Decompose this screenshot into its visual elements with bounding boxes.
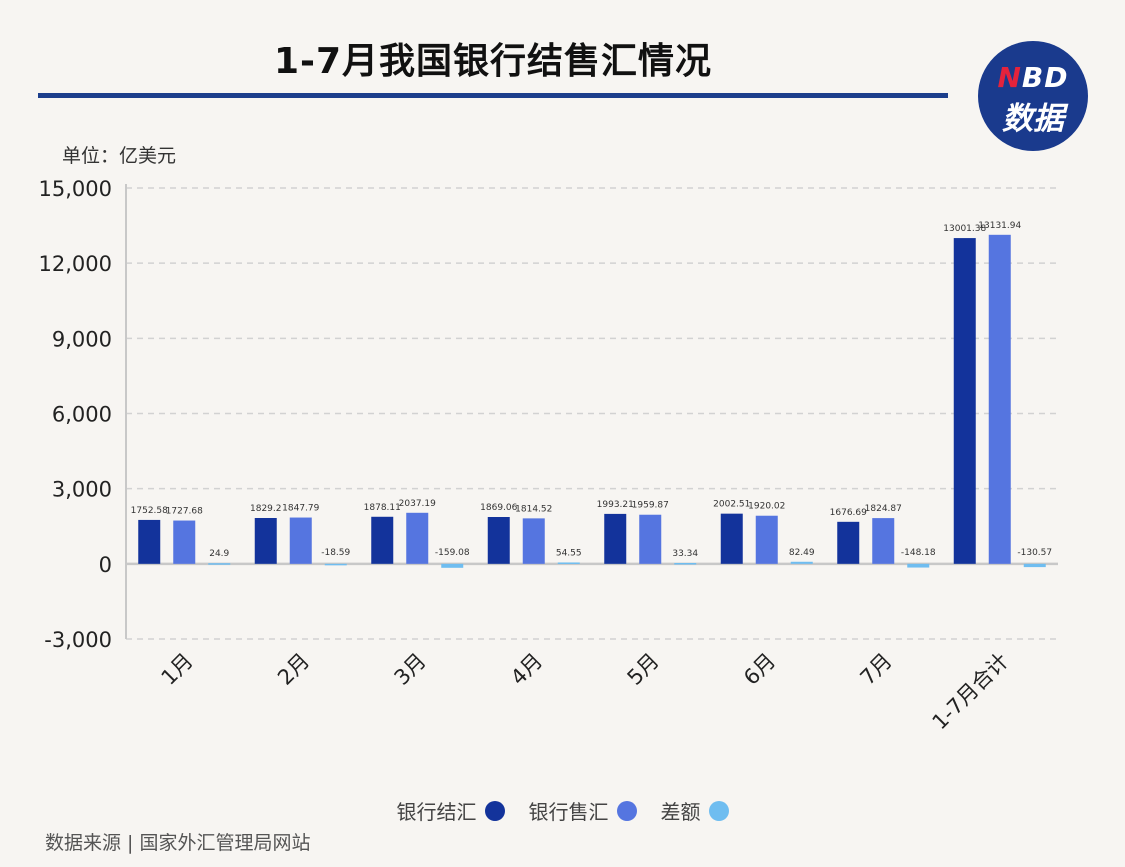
bar-series-3 — [208, 563, 231, 565]
data-label: 1727.68 — [166, 507, 203, 517]
x-tick-label: 3月 — [390, 649, 431, 690]
data-label: -18.59 — [321, 548, 350, 558]
bar-series-1 — [953, 238, 976, 564]
data-label: 1878.11 — [364, 503, 401, 513]
legend-item: 银行售汇 — [529, 796, 637, 825]
bar-series-2 — [406, 512, 429, 564]
logo-text-data: 数据 — [1002, 101, 1064, 137]
bar-series-2 — [522, 518, 545, 564]
legend-label: 银行结汇 — [396, 800, 477, 824]
legend-swatch — [616, 800, 637, 821]
data-label: 1993.21 — [597, 500, 634, 510]
data-label: 54.55 — [556, 548, 582, 558]
data-label: 2002.51 — [713, 500, 750, 510]
bar-series-2 — [173, 520, 196, 564]
data-label: 13001.38 — [943, 224, 986, 234]
x-tick-label: 5月 — [623, 649, 664, 690]
bar-series-1 — [371, 516, 394, 564]
y-tick-label: 15,000 — [39, 177, 112, 201]
x-tick-label: 1-7月合计 — [928, 649, 1014, 735]
source-note: 数据来源 | 国家外汇管理局网站 — [45, 832, 311, 854]
data-label: -148.18 — [901, 548, 936, 558]
logo-text-nbd: NBD — [997, 61, 1069, 94]
data-label: 82.49 — [789, 548, 815, 558]
bar-series-1 — [487, 517, 510, 564]
bar-series-1 — [604, 513, 627, 564]
bar-series-2 — [639, 514, 662, 564]
y-tick-label: 12,000 — [39, 252, 112, 276]
bar-series-1 — [837, 521, 860, 564]
x-tick-label: 1月 — [157, 649, 198, 690]
data-label: 1869.06 — [480, 503, 517, 513]
data-label: 1814.52 — [515, 504, 552, 514]
bar-series-3 — [674, 562, 697, 565]
data-label: 24.9 — [209, 549, 229, 559]
title-underline — [38, 93, 948, 98]
data-label: 1847.79 — [282, 504, 319, 514]
data-label: 1829.2 — [250, 504, 282, 514]
data-label: 1752.58 — [131, 506, 168, 516]
bar-series-2 — [872, 518, 895, 564]
legend-swatch — [708, 800, 729, 821]
unit-label: 单位：亿美元 — [62, 145, 177, 167]
y-tick-label: -3,000 — [44, 628, 112, 652]
data-label: 2037.19 — [399, 499, 436, 509]
data-label: -130.57 — [1017, 548, 1052, 558]
bar-series-2 — [988, 234, 1011, 564]
y-tick-label: 6,000 — [52, 403, 112, 427]
legend-item: 银行结汇 — [397, 796, 505, 825]
bar-series-3 — [441, 563, 464, 568]
legend-item: 差额 — [661, 796, 729, 825]
bar-series-3 — [790, 561, 813, 564]
x-tick-label: 2月 — [273, 649, 314, 690]
chart-title: 1-7月我国银行结售汇情况 — [273, 41, 713, 82]
legend-swatch — [484, 800, 505, 821]
bar-series-2 — [755, 515, 778, 564]
y-tick-label: 9,000 — [52, 327, 112, 351]
bar-series-3 — [1023, 563, 1046, 568]
x-tick-label: 7月 — [856, 649, 897, 690]
bar-series-1 — [254, 518, 277, 564]
y-tick-label: 3,000 — [52, 478, 112, 502]
legend-label: 差额 — [660, 800, 701, 824]
data-label: 33.34 — [672, 549, 698, 559]
bar-series-1 — [720, 513, 743, 564]
data-label: -159.08 — [435, 548, 470, 558]
data-label: 1676.69 — [830, 508, 867, 518]
x-tick-label: 4月 — [506, 649, 547, 690]
bar-series-3 — [557, 562, 580, 564]
bar-series-2 — [289, 517, 312, 564]
nbd-logo: NBD 数据 — [978, 41, 1088, 151]
bar-series-3 — [324, 563, 347, 566]
data-label: 13131.94 — [978, 221, 1021, 231]
bar-series-3 — [907, 563, 930, 568]
x-tick-label: 6月 — [739, 649, 780, 690]
data-label: 1920.02 — [748, 502, 785, 512]
bar-series-1 — [138, 519, 161, 564]
data-label: 1959.87 — [632, 501, 669, 511]
legend: 银行结汇 银行售汇 差额 — [0, 796, 1125, 825]
legend-label: 银行售汇 — [528, 800, 609, 824]
data-label: 1824.87 — [865, 504, 902, 514]
y-tick-label: 0 — [99, 553, 112, 577]
